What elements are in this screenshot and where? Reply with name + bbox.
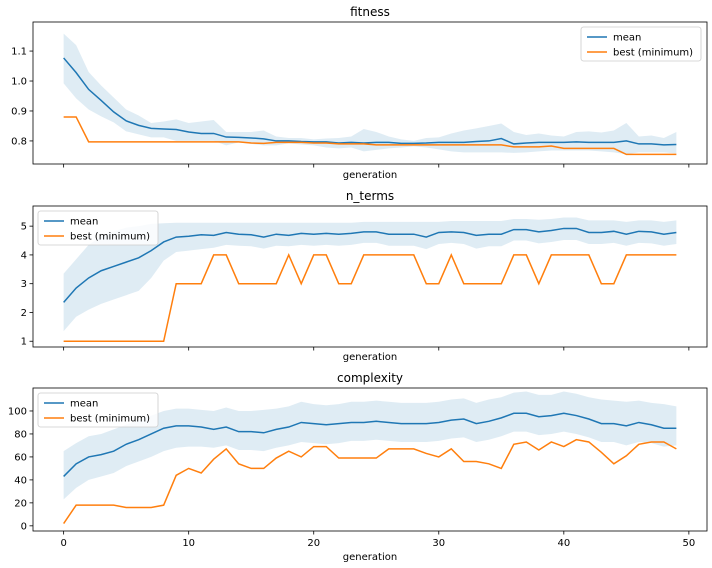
x-tick-label: 10 <box>182 538 195 549</box>
axes-frame <box>32 21 708 165</box>
legend-label: mean <box>613 33 641 44</box>
x-tick-label: 50 <box>683 538 696 549</box>
x-axis-label: generation <box>343 352 397 363</box>
y-tick-label: 60 <box>14 452 27 463</box>
x-tick-label: 40 <box>557 538 570 549</box>
chart-title: fitness <box>350 5 390 19</box>
legend-label: best (minimum) <box>613 48 693 59</box>
legend-label: best (minimum) <box>70 232 150 243</box>
y-tick-label: 5 <box>21 222 27 233</box>
legend: mean best (minimum) <box>37 210 159 246</box>
y-tick-label: 1 <box>21 337 27 348</box>
chart-fitness: fitness 0.8 0.9 1.0 1.1 generation mean best (m… <box>11 5 708 181</box>
legend-label: mean <box>70 217 98 228</box>
x-axis-label: generation <box>343 170 397 181</box>
y-tick-label: 1.1 <box>11 47 27 58</box>
series-line-mean <box>63 412 677 477</box>
y-tick-label: 20 <box>14 498 27 509</box>
y-tick-label: 0.8 <box>11 136 27 147</box>
x-tick-label: 30 <box>432 538 445 549</box>
chart-title: n_terms <box>346 189 394 203</box>
y-tick-label: 80 <box>14 429 27 440</box>
series-line-best (minimum) <box>63 116 677 156</box>
legend: mean best (minimum) <box>580 26 702 62</box>
y-tick-label: 4 <box>21 250 27 261</box>
y-tick-label: 100 <box>8 406 27 417</box>
y-tick-label: 3 <box>21 279 27 290</box>
chart-title: complexity <box>337 371 403 385</box>
y-tick-label: 1.0 <box>11 77 27 88</box>
legend: mean best (minimum) <box>37 392 159 428</box>
legend-label: mean <box>70 399 98 410</box>
series-line-best (minimum) <box>63 253 677 342</box>
series-line-mean <box>63 57 677 146</box>
legend-box <box>37 392 159 428</box>
chart-n_terms: n_terms 1 2 3 4 5 generation mean best (minimum) <box>21 189 708 363</box>
chart-complexity: complexity 0 20 40 60 80 100 0 10 20 30 40 50 generat… <box>8 371 708 563</box>
x-axis-label: generation <box>343 552 397 563</box>
legend-label: best (minimum) <box>70 414 150 425</box>
x-tick-label: 20 <box>307 538 320 549</box>
axes-frame <box>32 387 708 532</box>
x-tick-label: 0 <box>60 538 66 549</box>
std-band-mean <box>63 217 677 332</box>
y-tick-label: 40 <box>14 475 27 486</box>
axes-frame <box>32 205 708 348</box>
std-band-mean <box>63 33 677 155</box>
y-tick-label: 0.9 <box>11 106 27 117</box>
y-tick-label: 0 <box>21 521 27 532</box>
legend-box <box>580 26 702 62</box>
series-line-best (minimum) <box>63 438 677 524</box>
y-tick-label: 2 <box>21 308 27 319</box>
legend-box <box>37 210 159 246</box>
series-line-mean <box>63 227 677 303</box>
std-band-mean <box>63 391 677 500</box>
